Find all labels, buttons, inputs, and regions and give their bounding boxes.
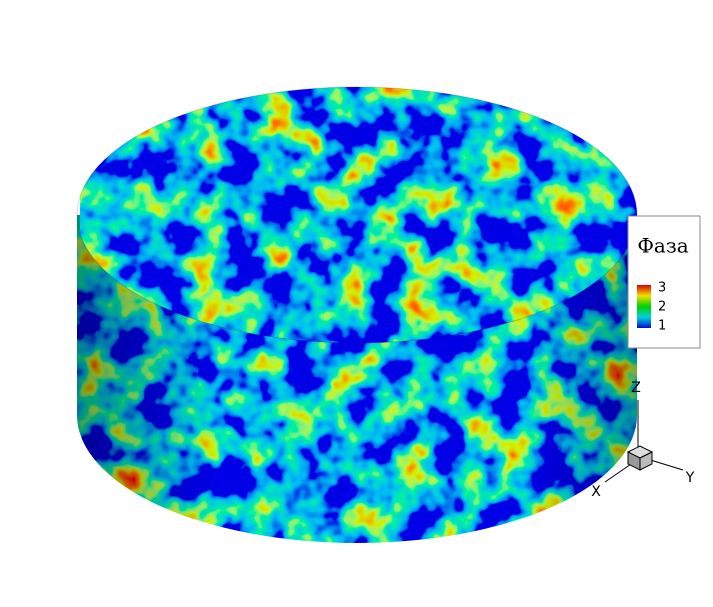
top-rim xyxy=(76,86,638,344)
cylinder xyxy=(76,86,638,543)
legend-tick: 1 xyxy=(658,319,666,334)
y-label: Y xyxy=(685,470,695,486)
legend-tick: 2 xyxy=(658,300,666,315)
cylinder-top xyxy=(80,87,637,343)
x-label: X xyxy=(591,484,601,500)
x-axis xyxy=(604,461,635,483)
legend-tick: 3 xyxy=(658,281,666,296)
axis-triad: Z Y X xyxy=(591,380,695,500)
cube-right xyxy=(639,451,653,471)
z-label: Z xyxy=(631,380,641,396)
color-bar xyxy=(637,285,651,328)
legend: Фаза 3 2 1 xyxy=(627,215,701,349)
legend-title: Фаза xyxy=(637,234,688,258)
